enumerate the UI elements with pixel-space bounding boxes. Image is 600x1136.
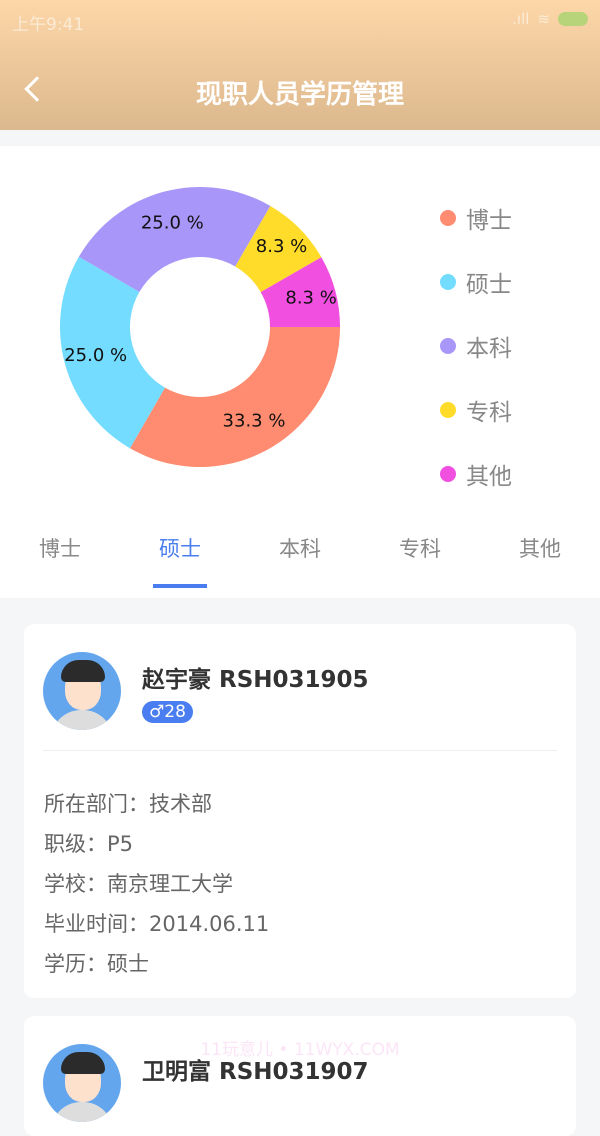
info-value: 2014.06.11 bbox=[149, 912, 270, 936]
tab-4[interactable]: 其他 bbox=[519, 537, 561, 561]
pie-slice-1[interactable] bbox=[59, 256, 165, 449]
header: 上午9:41 .ıll ≋ 现职人员学历管理 bbox=[0, 0, 600, 130]
legend-dot-icon bbox=[440, 402, 456, 418]
legend-dot-icon bbox=[440, 210, 456, 226]
legend-label: 硕士 bbox=[466, 272, 512, 298]
slice-label: 33.3 % bbox=[223, 411, 286, 432]
battery-icon bbox=[558, 12, 588, 26]
wifi-icon: ≋ bbox=[537, 10, 550, 28]
info-row: 学校：南京理工大学 bbox=[44, 864, 269, 904]
legend-item: 专科 bbox=[440, 378, 512, 442]
info-row: 职级：P5 bbox=[44, 824, 269, 864]
watermark: 11玩意儿 • 11WYX.COM bbox=[200, 1040, 400, 1060]
pie-slice-3[interactable] bbox=[235, 205, 322, 293]
info-label: 职级： bbox=[44, 832, 107, 856]
signal-icon: .ıll bbox=[512, 10, 530, 28]
tab-1[interactable]: 硕士 bbox=[120, 516, 240, 588]
legend-item: 本科 bbox=[440, 314, 512, 378]
employee-card[interactable]: 赵宇豪 RSH031905 ♂28 所在部门：技术部 职级：P5 学校：南京理工大学… bbox=[24, 624, 576, 998]
info-value: 硕士 bbox=[107, 952, 149, 976]
info-row: 学历：硕士 bbox=[44, 944, 269, 984]
gender-age-badge: ♂28 bbox=[142, 701, 193, 723]
info-value: P5 bbox=[107, 832, 134, 856]
legend-dot-icon bbox=[440, 466, 456, 482]
employee-name: 赵宇豪 RSH031905 bbox=[142, 667, 369, 693]
chart-panel: 33.3 % 25.0 % 25.0 % 8.3 % 8.3 % 博士 硕士 本科 专科 其他 … bbox=[0, 146, 600, 598]
legend-dot-icon bbox=[440, 274, 456, 290]
divider bbox=[43, 750, 557, 751]
info-label: 所在部门： bbox=[44, 792, 149, 816]
legend-item: 博士 bbox=[440, 186, 512, 250]
slice-label: 8.3 % bbox=[285, 287, 336, 308]
legend-label: 本科 bbox=[466, 336, 512, 362]
info-label: 毕业时间： bbox=[44, 912, 149, 936]
info-row: 所在部门：技术部 bbox=[44, 784, 269, 824]
employee-info: 所在部门：技术部 职级：P5 学校：南京理工大学 毕业时间：2014.06.11 学历：… bbox=[44, 784, 269, 984]
slice-label: 8.3 % bbox=[256, 236, 307, 257]
donut-chart: 33.3 % 25.0 % 25.0 % 8.3 % 8.3 % bbox=[59, 187, 340, 467]
tab-0[interactable]: 博士 bbox=[39, 537, 81, 561]
legend-item: 硕士 bbox=[440, 250, 512, 314]
slice-label: 25.0 % bbox=[141, 213, 204, 234]
info-label: 学校： bbox=[44, 872, 107, 896]
education-tabs: 博士 硕士 本科 专科 其他 bbox=[0, 516, 600, 588]
legend-label: 其他 bbox=[466, 464, 512, 490]
legend-label: 专科 bbox=[466, 400, 512, 426]
pie-slice-0[interactable] bbox=[130, 327, 340, 467]
legend-item: 其他 bbox=[440, 442, 512, 506]
employee-card[interactable]: 卫明富 RSH031907 bbox=[24, 1016, 576, 1136]
age: 28 bbox=[164, 702, 186, 722]
legend-label: 博士 bbox=[466, 208, 512, 234]
info-row: 毕业时间：2014.06.11 bbox=[44, 904, 269, 944]
avatar bbox=[43, 652, 121, 730]
male-icon: ♂ bbox=[149, 702, 165, 722]
status-icons: .ıll ≋ bbox=[512, 10, 588, 28]
info-value: 技术部 bbox=[149, 792, 212, 816]
status-time: 上午9:41 bbox=[12, 15, 85, 35]
chart-legend: 博士硕士本科专科其他 bbox=[440, 186, 512, 506]
page-title: 现职人员学历管理 bbox=[195, 80, 404, 110]
legend-dot-icon bbox=[440, 338, 456, 354]
pie-slice-4[interactable] bbox=[260, 257, 340, 327]
info-value: 南京理工大学 bbox=[107, 872, 233, 896]
slice-label: 25.0 % bbox=[64, 345, 127, 366]
info-label: 学历： bbox=[44, 952, 107, 976]
pie-slice-2[interactable] bbox=[78, 187, 271, 292]
tab-3[interactable]: 专科 bbox=[399, 537, 441, 561]
tab-2[interactable]: 本科 bbox=[279, 537, 321, 561]
